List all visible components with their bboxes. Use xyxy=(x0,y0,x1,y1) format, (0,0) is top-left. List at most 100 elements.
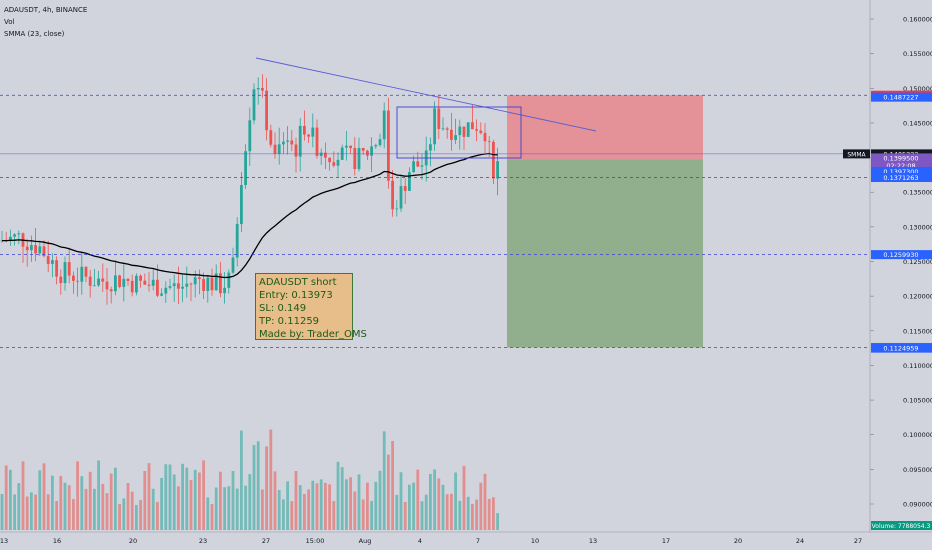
note-line-sl: SL: 0.149 xyxy=(259,303,307,314)
candle-body xyxy=(240,185,243,225)
candle-body xyxy=(59,276,63,284)
candle-body xyxy=(93,285,96,287)
volume-bar xyxy=(403,501,407,530)
volume-bar xyxy=(97,460,100,530)
candle-body xyxy=(454,135,457,140)
candle-body xyxy=(235,224,239,258)
candle-body xyxy=(202,279,205,291)
candle-body xyxy=(101,278,105,282)
volume-bar xyxy=(361,499,365,530)
volume-bar xyxy=(21,461,25,530)
candle-body xyxy=(458,126,462,136)
candle-body xyxy=(214,273,218,291)
candle-body xyxy=(143,280,147,285)
price-tag-bg xyxy=(871,172,932,182)
volume-bar xyxy=(156,501,159,530)
volume-bar xyxy=(210,504,214,530)
candle-body xyxy=(395,208,399,210)
candle-body xyxy=(382,110,386,140)
volume-bar xyxy=(219,471,222,530)
candle-body xyxy=(38,246,42,254)
candle-body xyxy=(479,130,483,133)
candle-body xyxy=(126,278,130,281)
candle-body xyxy=(277,144,281,154)
candle-body xyxy=(156,279,159,296)
candle-body xyxy=(160,293,163,296)
volume-bar xyxy=(282,499,285,530)
candle-body xyxy=(185,283,189,287)
candle-body xyxy=(34,245,37,254)
volume-bar xyxy=(67,485,71,530)
volume-bar xyxy=(433,469,436,530)
volume-bar xyxy=(298,485,302,530)
candle-body xyxy=(483,132,487,142)
candle-body xyxy=(177,283,180,289)
candle-body xyxy=(332,162,336,166)
volume-bar xyxy=(235,488,239,530)
time-tick-label: 13 xyxy=(0,537,8,545)
volume-bar xyxy=(177,486,180,530)
price-tag: 0.1397300 xyxy=(871,166,932,176)
price-tag: 0.1487227 xyxy=(871,92,932,102)
volume-bar xyxy=(277,489,281,530)
price-tag-label: 02:22:08 xyxy=(886,162,915,170)
volume-bar xyxy=(93,488,96,530)
volume-bar xyxy=(105,493,109,530)
candle-body xyxy=(30,245,33,251)
candle-body xyxy=(403,186,407,191)
candle-body xyxy=(109,289,113,292)
candle-body xyxy=(63,262,67,284)
candle-body xyxy=(135,275,138,293)
candle-body xyxy=(311,127,315,137)
time-tick-label: 16 xyxy=(53,537,61,545)
trade-note[interactable]: ADAUSDT short Entry: 0.13973 SL: 0.149 T… xyxy=(255,273,367,340)
volume-bar xyxy=(340,467,344,530)
volume-bar xyxy=(382,431,386,530)
candle-body xyxy=(72,275,75,281)
smma-label: SMMA (23, close) xyxy=(4,30,65,38)
volume-bar xyxy=(290,501,294,530)
take-profit-zone xyxy=(507,159,703,348)
candle-body xyxy=(349,145,352,149)
candle-body xyxy=(139,275,142,281)
candle-body xyxy=(164,287,168,294)
candle-body xyxy=(181,286,184,289)
volume-bar xyxy=(445,494,449,530)
candle-body xyxy=(248,120,252,152)
candle-body xyxy=(466,122,470,137)
volume-bar xyxy=(109,473,113,530)
volume-bar xyxy=(46,494,50,530)
candle-body xyxy=(353,148,357,170)
range-box xyxy=(396,106,522,159)
candle-body xyxy=(223,287,226,294)
volume-bar xyxy=(370,500,373,530)
price-tag: 0.1124959 xyxy=(871,343,932,353)
time-tick-label: 24 xyxy=(796,537,804,545)
candle-body xyxy=(130,280,134,293)
candle-body xyxy=(475,129,478,131)
candle-body xyxy=(412,161,415,173)
volume-bar xyxy=(374,481,378,530)
candle-body xyxy=(357,147,361,170)
volume-bar xyxy=(336,461,340,530)
candle-body xyxy=(265,90,268,131)
volume-bar xyxy=(399,472,403,530)
candle-body xyxy=(282,141,285,145)
volume-bar xyxy=(479,482,483,530)
price-tag-bg xyxy=(871,166,932,176)
volume-bar xyxy=(59,475,63,530)
volume-bar xyxy=(328,484,331,530)
candle-body xyxy=(231,257,235,273)
volume-bar xyxy=(458,500,462,530)
volume-bar xyxy=(185,467,189,530)
candle-body xyxy=(114,275,117,292)
candle-body xyxy=(261,87,264,91)
candle-body xyxy=(13,234,16,237)
candle-body xyxy=(252,89,256,121)
volume-bar xyxy=(353,491,357,530)
price-tag-label: 0.1399500 xyxy=(883,154,918,162)
